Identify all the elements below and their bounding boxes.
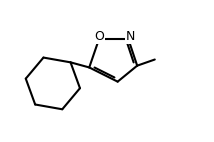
Text: N: N — [125, 30, 135, 43]
Text: O: O — [94, 30, 104, 43]
